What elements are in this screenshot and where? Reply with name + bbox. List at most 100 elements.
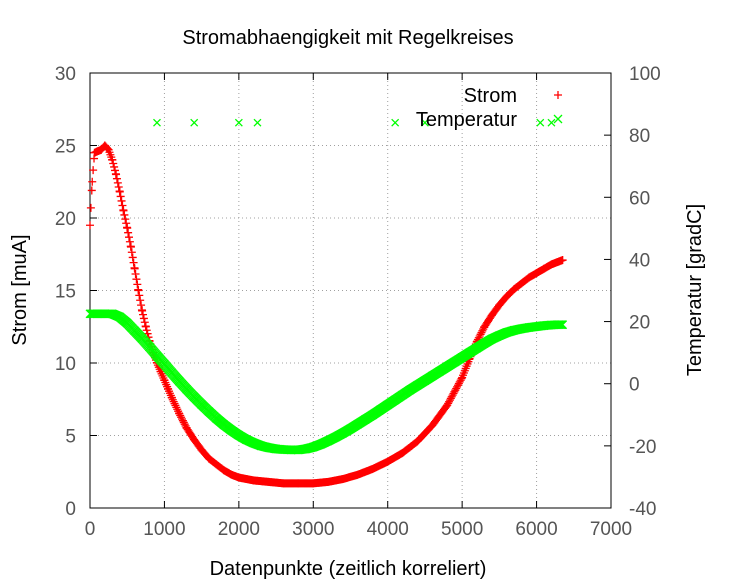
data-point <box>475 332 484 341</box>
y-tick-label: 10 <box>55 354 76 375</box>
data-point <box>177 414 186 423</box>
y-tick-label: 20 <box>55 209 76 230</box>
data-point <box>130 264 139 273</box>
y-axis-title: Strom [muA] <box>9 234 31 345</box>
x-tick-label: 1000 <box>143 519 185 540</box>
data-point <box>126 243 135 251</box>
outlier-point <box>190 118 199 127</box>
x-axis-title: Datenpunkte (zeitlich korreliert) <box>210 558 487 580</box>
data-point <box>175 409 184 418</box>
grid-layer <box>90 73 611 508</box>
legend-label-temperatur: Temperatur <box>416 109 517 131</box>
data-point <box>123 224 132 233</box>
y2-tick-label: 100 <box>629 64 661 85</box>
outlier-point <box>253 118 262 127</box>
data-point <box>127 248 136 257</box>
legend-label-strom: Strom <box>464 85 517 107</box>
data-point <box>132 275 141 284</box>
data-point <box>115 187 124 196</box>
data-point <box>86 203 95 212</box>
data-point <box>176 411 185 420</box>
data-point <box>113 178 122 187</box>
data-point <box>178 416 187 425</box>
data-point <box>119 206 128 215</box>
data-point <box>89 166 98 175</box>
data-point <box>172 403 181 412</box>
data-point <box>109 159 118 168</box>
y-tick-label: 15 <box>55 282 76 303</box>
data-point <box>108 156 117 164</box>
outlier-point <box>234 118 243 127</box>
data-point <box>118 201 127 210</box>
y2-tick-label: 60 <box>629 188 650 209</box>
x-tick-label: 7000 <box>590 519 632 540</box>
data-point <box>138 306 147 315</box>
data-point <box>167 393 176 402</box>
data-point <box>180 420 189 429</box>
data-point <box>117 196 126 205</box>
data-point <box>131 269 140 278</box>
data-point <box>558 256 567 265</box>
data-point <box>558 320 568 330</box>
plot-frame <box>89 72 612 509</box>
outlier-point <box>391 118 400 127</box>
data-point <box>142 326 151 335</box>
legend-marker-temperatur <box>553 114 563 124</box>
data-point <box>116 192 125 201</box>
data-point <box>141 322 150 331</box>
data-point <box>173 405 182 414</box>
series-strom <box>86 141 567 488</box>
series-temperatur <box>85 118 568 455</box>
y2-tick-label: 20 <box>629 313 650 334</box>
data-point <box>125 237 134 246</box>
data-point <box>138 310 147 319</box>
data-point <box>169 397 178 406</box>
data-point <box>177 413 186 422</box>
y-tick-label: 25 <box>55 137 76 158</box>
data-point <box>120 210 129 219</box>
y2-tick-label: 80 <box>629 126 650 147</box>
chart-title: Stromabhaengigkeit mit Regelkreises <box>182 27 513 49</box>
data-point <box>140 318 149 327</box>
data-point <box>478 326 487 335</box>
x-tick-label: 5000 <box>441 519 483 540</box>
data-point <box>168 395 177 404</box>
data-point <box>134 286 143 295</box>
data-point <box>128 253 137 262</box>
data-point <box>87 186 96 195</box>
data-point <box>125 233 134 242</box>
data-point <box>88 177 97 186</box>
y2-tick-label: 40 <box>629 250 650 271</box>
data-point <box>135 291 144 300</box>
data-point <box>124 228 133 237</box>
outlier-point <box>547 118 556 127</box>
data-point <box>137 301 146 310</box>
y2-tick-label: -40 <box>629 499 656 520</box>
data-point <box>476 330 485 339</box>
data-point <box>122 219 131 228</box>
outlier-point <box>420 118 429 127</box>
x-tick-label: 2000 <box>218 519 260 540</box>
y2-tick-label: -20 <box>629 437 656 458</box>
data-point <box>170 399 179 408</box>
outlier-point <box>153 118 161 127</box>
data-point <box>86 221 94 230</box>
data-point <box>103 144 112 153</box>
outlier-point <box>536 118 545 127</box>
data-point <box>477 328 486 337</box>
data-point <box>179 418 188 427</box>
data-point <box>121 215 130 224</box>
data-point <box>112 174 121 183</box>
data-point <box>114 183 123 192</box>
x-tick-label: 4000 <box>367 519 409 540</box>
data-point <box>110 162 119 171</box>
y-tick-label: 5 <box>65 427 76 448</box>
y-tick-label: 30 <box>55 64 76 85</box>
x-tick-label: 3000 <box>292 519 334 540</box>
y-tick-label: 0 <box>65 499 76 520</box>
data-point <box>171 401 180 410</box>
ticks-layer: 0 1000 2000 3000 4000 5000 6000 700005101520253… <box>55 64 661 540</box>
data-point <box>129 258 138 267</box>
